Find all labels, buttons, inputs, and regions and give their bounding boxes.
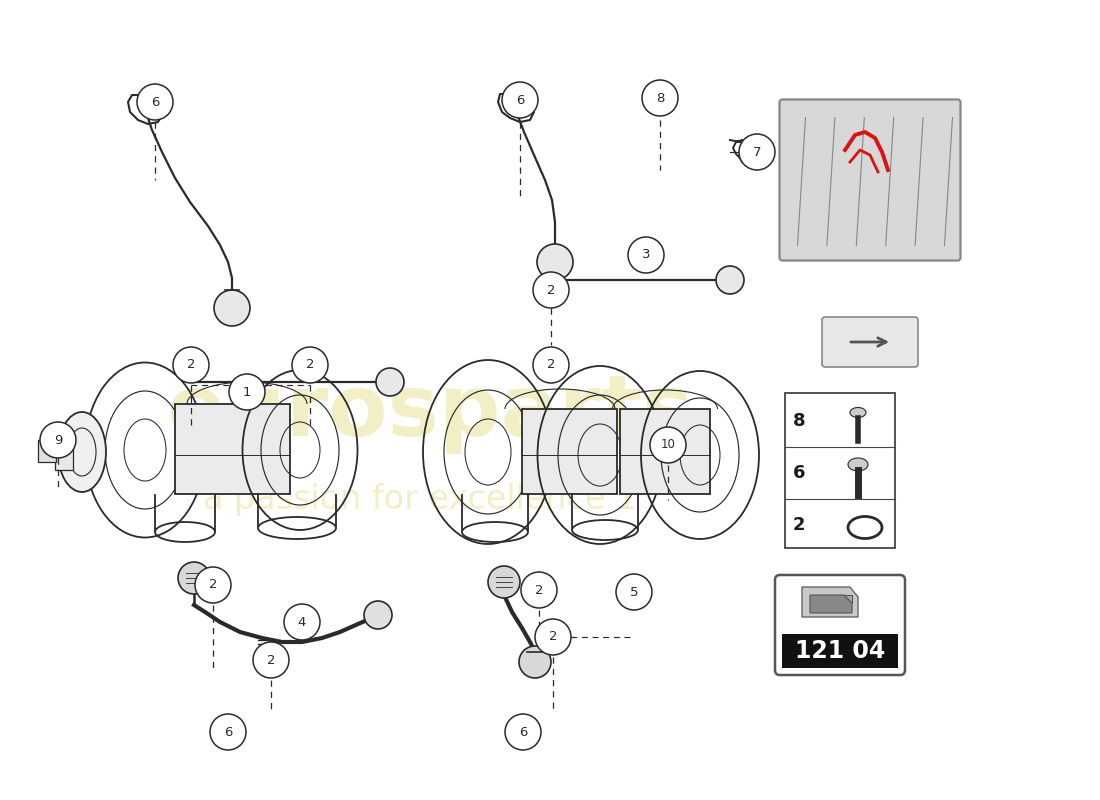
Circle shape xyxy=(519,646,551,678)
Circle shape xyxy=(284,604,320,640)
FancyBboxPatch shape xyxy=(780,99,960,261)
Text: a passion for excellence 1: a passion for excellence 1 xyxy=(202,483,637,517)
Circle shape xyxy=(253,642,289,678)
Text: 6: 6 xyxy=(223,726,232,738)
Bar xyxy=(785,393,895,547)
Text: 7: 7 xyxy=(752,146,761,158)
Polygon shape xyxy=(810,595,853,613)
Ellipse shape xyxy=(848,458,868,471)
Circle shape xyxy=(502,82,538,118)
Circle shape xyxy=(650,427,686,463)
Circle shape xyxy=(229,374,265,410)
Text: eurosparts: eurosparts xyxy=(166,370,694,454)
Circle shape xyxy=(376,368,404,396)
Text: 5: 5 xyxy=(629,586,638,598)
Circle shape xyxy=(534,347,569,383)
Circle shape xyxy=(214,290,250,326)
Bar xyxy=(782,634,898,668)
Text: 9: 9 xyxy=(54,434,63,446)
Bar xyxy=(39,440,56,462)
FancyBboxPatch shape xyxy=(822,317,918,367)
Text: 4: 4 xyxy=(298,615,306,629)
Circle shape xyxy=(40,422,76,458)
Circle shape xyxy=(534,272,569,308)
Text: 6: 6 xyxy=(516,94,525,106)
Circle shape xyxy=(505,714,541,750)
Text: 2: 2 xyxy=(266,654,275,666)
Text: 2: 2 xyxy=(547,358,556,371)
Circle shape xyxy=(521,572,557,608)
Circle shape xyxy=(173,347,209,383)
Ellipse shape xyxy=(58,412,106,492)
FancyBboxPatch shape xyxy=(776,575,905,675)
Circle shape xyxy=(364,601,392,629)
Text: 2: 2 xyxy=(535,583,543,597)
Text: 2: 2 xyxy=(187,358,196,371)
Circle shape xyxy=(488,566,520,598)
Text: 6: 6 xyxy=(793,463,805,482)
Text: 8: 8 xyxy=(656,91,664,105)
Text: 1: 1 xyxy=(243,386,251,398)
Text: 6: 6 xyxy=(519,726,527,738)
Circle shape xyxy=(195,567,231,603)
Text: 2: 2 xyxy=(549,630,558,643)
Polygon shape xyxy=(844,595,852,603)
Circle shape xyxy=(292,347,328,383)
Text: 2: 2 xyxy=(547,283,556,297)
Text: 8: 8 xyxy=(793,411,805,430)
FancyArrowPatch shape xyxy=(850,338,887,346)
Circle shape xyxy=(616,574,652,610)
Circle shape xyxy=(628,237,664,273)
Bar xyxy=(55,434,73,470)
Bar xyxy=(620,409,710,494)
Circle shape xyxy=(716,266,744,294)
Circle shape xyxy=(642,80,678,116)
Circle shape xyxy=(537,244,573,280)
Text: 3: 3 xyxy=(641,249,650,262)
Bar xyxy=(175,404,290,494)
Text: 10: 10 xyxy=(661,438,675,451)
Bar xyxy=(522,409,617,494)
Polygon shape xyxy=(802,587,858,617)
Text: 2: 2 xyxy=(793,515,805,534)
Circle shape xyxy=(739,134,776,170)
Circle shape xyxy=(178,562,210,594)
Circle shape xyxy=(535,619,571,655)
Text: 2: 2 xyxy=(209,578,218,591)
Text: 6: 6 xyxy=(151,95,160,109)
Text: 2: 2 xyxy=(306,358,315,371)
Circle shape xyxy=(138,84,173,120)
Circle shape xyxy=(210,714,246,750)
Text: 121 04: 121 04 xyxy=(795,639,886,663)
Ellipse shape xyxy=(850,407,866,418)
